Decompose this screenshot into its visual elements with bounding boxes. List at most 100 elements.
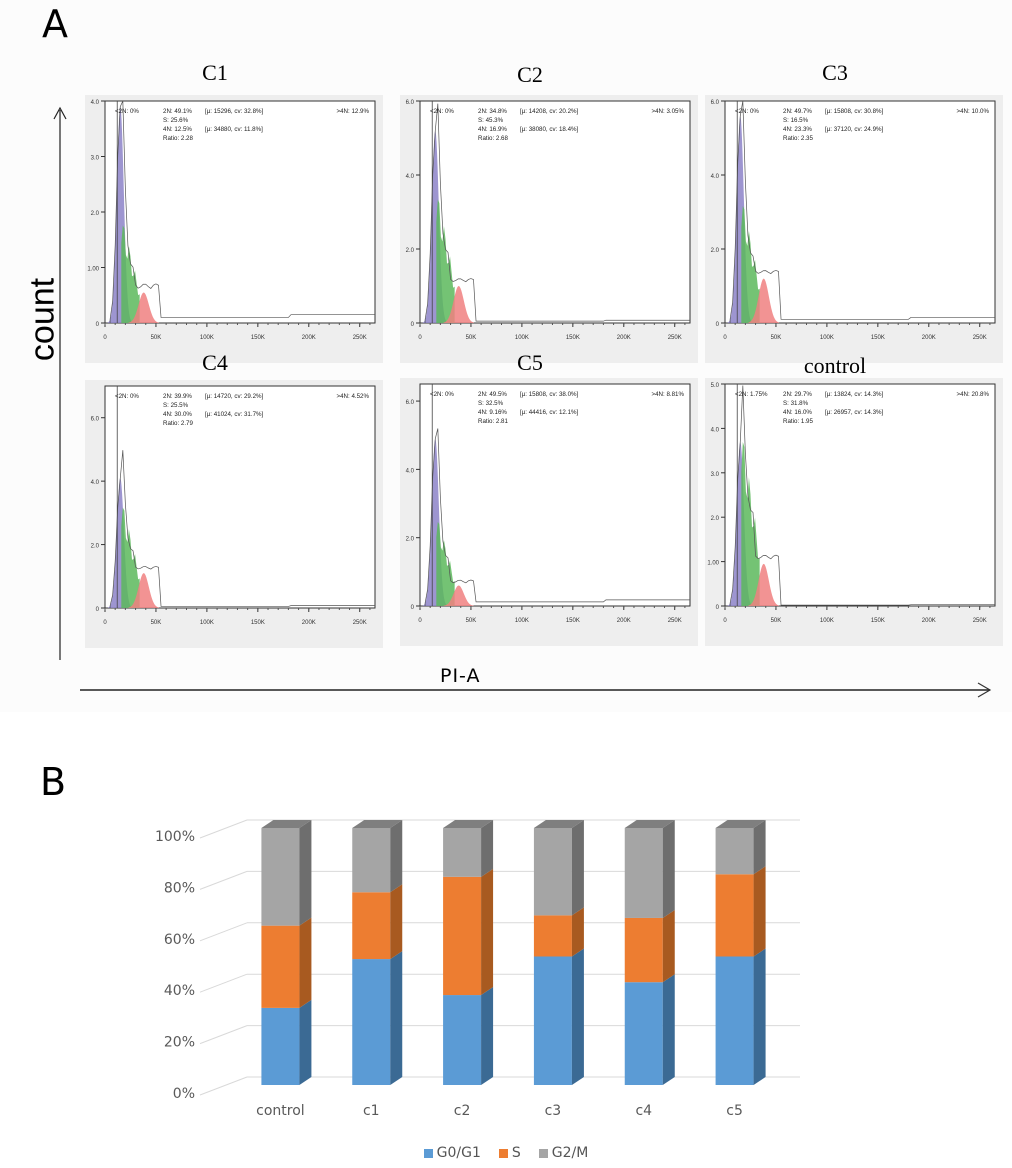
y-tick-label: 6.0	[406, 100, 415, 106]
stat-ratio: Ratio: 2.28	[163, 135, 193, 142]
histogram-title: C5	[517, 350, 543, 375]
x-tick-label: 50K	[151, 620, 162, 626]
stat-lt2n: <2N: 1.75%	[735, 391, 768, 398]
y-tick-label: 40%	[164, 983, 195, 999]
stat-s: S: 45.3%	[478, 117, 504, 124]
bar-top-c3	[533, 820, 584, 828]
stat-ratio: Ratio: 2.35	[783, 135, 813, 142]
x-tick-label: 0	[418, 618, 422, 624]
histogram-trace	[424, 428, 690, 606]
bar-g0-g1-c1	[352, 959, 391, 1085]
histogram-svg: 0 2.0 4.0 6.0 0 50K 100K 150K 200K 250K <2N: 0% 2N:…	[711, 100, 996, 341]
stat-2n-params: [μ: 14720, cv: 29.2%]	[205, 393, 264, 400]
x-tick-label: 150K	[251, 620, 265, 626]
g0-g1-peak	[727, 442, 753, 606]
stat-gt4n: >4N: 12.9%	[336, 108, 369, 115]
s-phase-region	[436, 521, 455, 606]
bar-g2-m-c5	[715, 828, 754, 875]
panel-b-letter: B	[40, 760, 67, 804]
x-tick-label: 250K	[353, 620, 367, 626]
histogram-trace	[424, 103, 690, 323]
g2-m-peak	[748, 278, 779, 323]
stacked-bar-chart: 0% 20% 40% 60% 80% 100% control c1 c2 c3 c4 c5	[155, 819, 800, 1119]
bar-side-g0-g1-c5	[753, 948, 766, 1085]
stat-ratio: Ratio: 1.95	[783, 418, 813, 425]
stat-2n: 2N: 49.1%	[163, 108, 192, 115]
s-phase-region	[741, 205, 760, 323]
histogram-trace	[109, 100, 375, 323]
bar-side-g0-g1-control	[299, 999, 312, 1085]
histogram-svg: 0 2.0 4.0 6.0 0 50K 100K 150K 200K 250K <2N: 0% 2N:…	[406, 383, 691, 624]
stat-gt4n: >4N: 4.52%	[336, 393, 369, 400]
s-phase-region	[741, 441, 760, 606]
g0-g1-peak	[107, 478, 133, 608]
g2-m-peak	[128, 292, 159, 323]
stat-4n: 4N: 30.0%	[163, 411, 192, 418]
x-tick-label: 250K	[973, 618, 987, 624]
bar-g2-m-c2	[443, 828, 482, 877]
bar-g0-g1-control	[261, 1007, 300, 1085]
y-tick-label: 4.0	[406, 174, 415, 180]
x-tick-label: 150K	[871, 335, 885, 341]
s-phase-region	[121, 507, 140, 608]
x-tick-label: 100K	[515, 618, 529, 624]
bar-s-c2	[443, 876, 482, 996]
bar-side-s-c2	[481, 868, 494, 996]
y-tick-label: 20%	[164, 1035, 195, 1051]
g0-g1-peak	[422, 439, 448, 606]
bar-top-c2	[443, 820, 494, 828]
y-tick-label: 6.0	[406, 400, 415, 406]
bar-g2-m-c4	[624, 828, 663, 918]
stat-gt4n: >4N: 20.8%	[956, 391, 989, 398]
bar-g0-g1-c4	[624, 982, 663, 1085]
y-tick-label: 4.0	[711, 427, 720, 433]
bar-side-g2-m-c4	[662, 820, 675, 918]
bar-g2-m-c3	[533, 828, 572, 916]
plot-area	[724, 100, 996, 324]
y-tick-label: 6.0	[711, 100, 720, 106]
stat-4n: 4N: 16.0%	[783, 409, 812, 416]
y-tick-label: 0	[716, 605, 720, 611]
plot-area	[419, 383, 691, 607]
x-tick-label: c3	[545, 1103, 562, 1119]
stat-2n-params: [μ: 15808, cv: 30.8%]	[825, 108, 884, 115]
plot-area	[419, 100, 691, 324]
x-tick-label: 200K	[922, 618, 936, 624]
legend-item-s: S	[498, 1145, 521, 1161]
stat-ratio: Ratio: 2.81	[478, 418, 508, 425]
stat-s: S: 31.8%	[783, 400, 809, 407]
stat-s: S: 25.6%	[163, 117, 189, 124]
legend-label: S	[511, 1145, 521, 1161]
x-tick-label: 150K	[871, 618, 885, 624]
stat-4n: 4N: 23.3%	[783, 126, 812, 133]
bar-side-g2-m-c3	[571, 820, 584, 916]
bar-side-g0-g1-c2	[481, 987, 494, 1085]
stat-2n-params: [μ: 15808, cv: 38.0%]	[520, 391, 579, 398]
bar-side-s-c3	[571, 907, 584, 957]
legend-item-g0-g1: G0/G1	[423, 1145, 481, 1161]
stat-lt2n: <2N: 0%	[735, 108, 759, 115]
bar-top-c5	[715, 820, 766, 828]
legend-item-g2-m: G2/M	[538, 1145, 588, 1161]
y-tick-label: 4.0	[91, 100, 100, 106]
stat-lt2n: <2N: 0%	[115, 393, 139, 400]
histogram-title: C3	[822, 60, 848, 85]
gridline-floor-diagonal	[199, 973, 248, 993]
y-tick-label: 0	[411, 322, 415, 328]
stat-2n-params: [μ: 15296, cv: 32.8%]	[205, 108, 264, 115]
histogram-svg: 0 2.0 4.0 6.0 0 50K 100K 150K 200K 250K <2N: 0% 2N:…	[406, 100, 691, 341]
bar-g2-m-control	[261, 828, 300, 926]
x-tick-label: c1	[363, 1103, 380, 1119]
y-tick-label: 3.0	[711, 472, 720, 478]
bar-side-s-c4	[662, 909, 675, 983]
gridline-floor-diagonal	[199, 870, 248, 890]
stat-2n: 2N: 39.9%	[163, 393, 192, 400]
x-tick-label: c4	[635, 1103, 652, 1119]
y-tick-label: 60%	[164, 932, 195, 948]
x-tick-label: 200K	[617, 335, 631, 341]
plot-area	[104, 385, 376, 609]
histogram-panel-c2: 0 2.0 4.0 6.0 0 50K 100K 150K 200K 250K <2N: 0% 2N:…	[400, 95, 698, 363]
x-tick-label: 100K	[820, 618, 834, 624]
stat-2n: 2N: 49.5%	[478, 391, 507, 398]
x-tick-label: 100K	[200, 620, 214, 626]
